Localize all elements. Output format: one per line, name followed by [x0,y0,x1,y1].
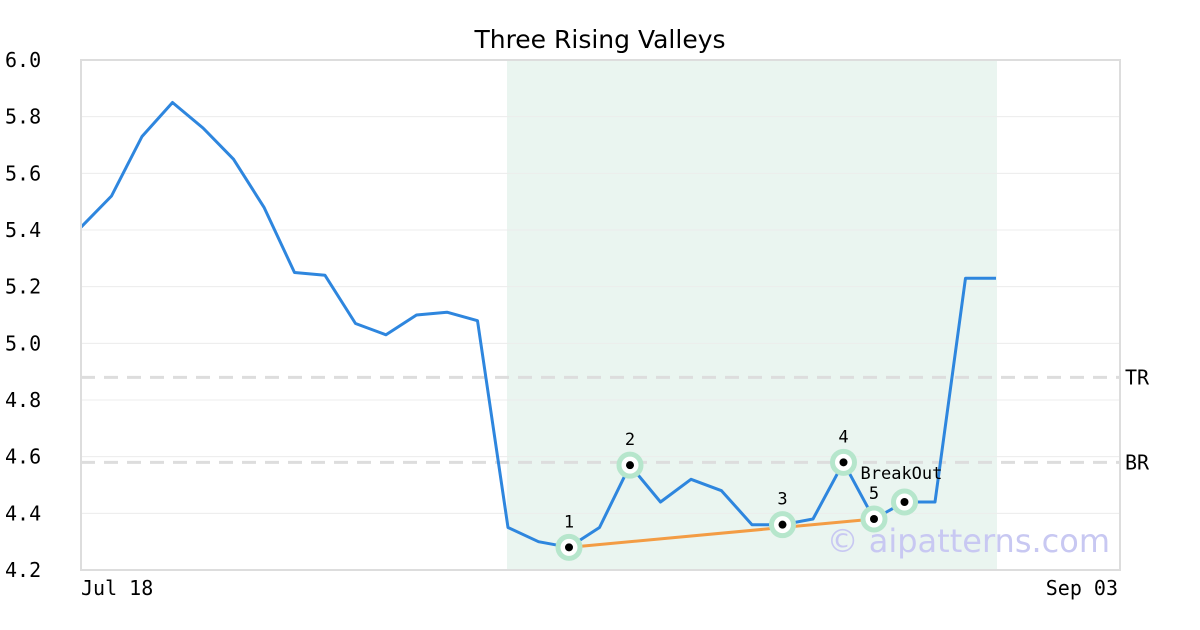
pattern-point-label: 2 [625,430,635,450]
pattern-point-dot [839,458,848,467]
pattern-point-dot [626,461,634,470]
plot-frame [80,59,1121,571]
pattern-point-label: 4 [838,427,848,447]
y-tick-label: 4.4 [5,501,41,525]
highlight-region [507,60,997,570]
y-tick-label: 5.0 [5,331,41,355]
pattern-point-3: 3 [769,490,796,539]
pattern-point-4: 4 [830,427,857,476]
y-axis-ticks: 6.0 5.8 5.6 5.4 5.2 5.0 4.8 4.6 4.4 4.2 [5,48,41,582]
y-tick-label: 6.0 [5,48,41,72]
pattern-point-1: 1 [555,512,583,561]
y-tick-label: 5.2 [5,275,41,299]
trendline [568,517,875,549]
level-label-tr: TR [1125,365,1150,389]
pattern-point-dot [870,515,878,523]
y-tick-label: 5.4 [5,218,41,242]
chart-title: Three Rising Valleys [473,25,725,54]
pattern-point-5: 5 [860,484,888,533]
pattern-point-label: 5 [869,484,879,504]
level-lines: TR BR [81,365,1150,474]
y-tick-label: 5.6 [5,161,41,185]
x-tick-label-start: Jul 18 [81,576,153,600]
y-tick-label: 5.8 [5,105,41,129]
pattern-point-label: BreakOut [861,464,943,484]
pattern-point-label: 3 [777,490,787,510]
level-label-br: BR [1125,450,1150,474]
pattern-point-dot [565,543,573,552]
pattern-point-dot [778,520,787,529]
y-tick-label: 4.8 [5,388,41,412]
y-tick-label: 4.2 [5,558,41,582]
y-tick-label: 4.6 [5,445,41,469]
x-tick-label-end: Sep 03 [1046,576,1118,600]
pattern-point-breakout: BreakOut [861,464,943,516]
pattern-point-2: 2 [616,430,644,479]
pattern-point-label: 1 [564,512,574,532]
pattern-point-dot [900,498,909,506]
